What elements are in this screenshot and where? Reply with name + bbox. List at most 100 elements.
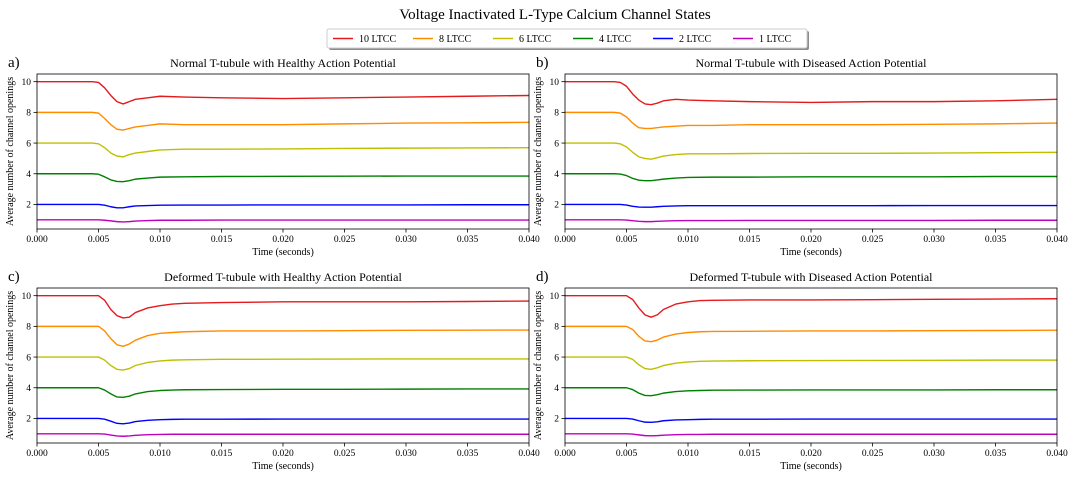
legend-entry-label: 8 LTCC: [439, 34, 471, 45]
x-tick-label: 0.005: [616, 449, 638, 459]
series-line: [565, 387, 1057, 397]
x-axis-label: Time (seconds): [252, 461, 314, 472]
axes-frame: [36, 73, 530, 230]
series-line: [565, 203, 1057, 208]
panel-label: b): [536, 55, 549, 71]
legend-frame: [326, 28, 808, 49]
series-group: [565, 294, 1057, 437]
x-tick-label: 0.000: [26, 449, 48, 459]
figure-title: Voltage Inactivated L-Type Calcium Chann…: [399, 7, 711, 23]
y-tick-label: 6: [554, 353, 559, 363]
legend-entry-label: 10 LTCC: [359, 34, 396, 45]
legend: 10 LTCC 8 LTCC 6 LTCC 4 LTCC 2 LTCC 1 LTCC: [326, 28, 809, 50]
series-line: [37, 173, 529, 183]
chart-panel: Normal T-tubule with Diseased Action Pot…: [533, 55, 1068, 258]
x-tick-label: 0.010: [677, 235, 699, 245]
series-line: [37, 417, 529, 425]
y-axis-label: Average number of channel openings: [5, 77, 16, 226]
x-tick-label: 0.005: [88, 449, 110, 459]
series-line: [37, 356, 529, 371]
legend-entry-label: 1 LTCC: [759, 34, 791, 45]
series-line: [565, 325, 1057, 343]
series-line: [565, 80, 1057, 106]
x-tick-label: 0.010: [149, 449, 171, 459]
series-line: [37, 433, 529, 437]
y-tick-label: 6: [554, 139, 559, 149]
y-tick-label: 6: [26, 353, 31, 363]
panel-title: Normal T-tubule with Diseased Action Pot…: [696, 56, 928, 70]
chart-panels: Normal T-tubule with Healthy Action Pote…: [5, 55, 1068, 472]
panel-title: Deformed T-tubule with Diseased Action P…: [690, 270, 934, 284]
x-tick-label: 0.040: [518, 449, 540, 459]
y-tick-label: 2: [26, 201, 31, 211]
series-line: [37, 387, 529, 398]
x-tick-label: 0.025: [334, 449, 356, 459]
x-tick-label: 0.010: [149, 235, 171, 245]
legend-entry-label: 4 LTCC: [599, 34, 631, 45]
panel-label: c): [8, 269, 20, 285]
series-line: [37, 111, 529, 131]
x-tick-label: 0.020: [800, 235, 822, 245]
x-tick-label: 0.030: [395, 235, 417, 245]
x-tick-label: 0.040: [1046, 235, 1068, 245]
y-tick-label: 10: [22, 292, 32, 302]
legend-entry-label: 2 LTCC: [679, 34, 711, 45]
x-tick-label: 0.005: [88, 235, 110, 245]
x-tick-label: 0.025: [862, 449, 884, 459]
panel-label: a): [8, 55, 20, 71]
series-group: [37, 80, 529, 223]
y-tick-label: 4: [554, 384, 559, 394]
x-tick-label: 0.035: [457, 235, 479, 245]
series-line: [565, 417, 1057, 423]
chart-panel: Deformed T-tubule with Healthy Action Po…: [5, 269, 540, 472]
x-tick-label: 0.030: [923, 449, 945, 459]
x-tick-label: 0.035: [457, 449, 479, 459]
series-line: [565, 173, 1057, 182]
x-tick-label: 0.020: [272, 235, 294, 245]
x-tick-label: 0.015: [739, 449, 761, 459]
x-axis-label: Time (seconds): [780, 461, 842, 472]
x-tick-label: 0.030: [395, 449, 417, 459]
x-axis-label: Time (seconds): [780, 247, 842, 258]
x-tick-label: 0.000: [26, 235, 48, 245]
panel-title: Deformed T-tubule with Healthy Action Po…: [164, 270, 402, 284]
panel-title: Normal T-tubule with Healthy Action Pote…: [170, 56, 396, 70]
x-tick-label: 0.040: [1046, 449, 1068, 459]
series-group: [37, 294, 529, 437]
series-line: [565, 356, 1057, 371]
x-tick-label: 0.015: [739, 235, 761, 245]
panel-label: d): [536, 269, 549, 285]
y-axis-label: Average number of channel openings: [5, 291, 16, 440]
series-line: [37, 219, 529, 223]
series-line: [565, 219, 1057, 223]
x-tick-label: 0.030: [923, 235, 945, 245]
x-tick-label: 0.005: [616, 235, 638, 245]
series-line: [37, 142, 529, 158]
x-tick-label: 0.035: [985, 449, 1007, 459]
legend-entry-label: 6 LTCC: [519, 34, 551, 45]
series-line: [37, 325, 529, 348]
y-tick-label: 10: [550, 78, 560, 88]
y-axis-label: Average number of channel openings: [533, 291, 544, 440]
x-tick-label: 0.025: [334, 235, 356, 245]
x-tick-label: 0.035: [985, 235, 1007, 245]
x-tick-label: 0.010: [677, 449, 699, 459]
x-tick-label: 0.015: [211, 235, 233, 245]
y-tick-label: 4: [554, 170, 559, 180]
y-tick-label: 8: [26, 109, 31, 119]
y-tick-label: 2: [26, 415, 31, 425]
series-line: [565, 294, 1057, 318]
x-tick-label: 0.020: [272, 449, 294, 459]
series-line: [37, 80, 529, 105]
y-tick-label: 2: [554, 415, 559, 425]
series-line: [565, 433, 1057, 437]
chart-panel: Normal T-tubule with Healthy Action Pote…: [5, 55, 540, 258]
series-line: [37, 203, 529, 209]
chart-panel: Deformed T-tubule with Diseased Action P…: [533, 269, 1068, 472]
x-tick-label: 0.000: [554, 449, 576, 459]
x-tick-label: 0.015: [211, 449, 233, 459]
y-tick-label: 2: [554, 201, 559, 211]
y-tick-label: 8: [554, 323, 559, 333]
y-tick-label: 8: [554, 109, 559, 119]
